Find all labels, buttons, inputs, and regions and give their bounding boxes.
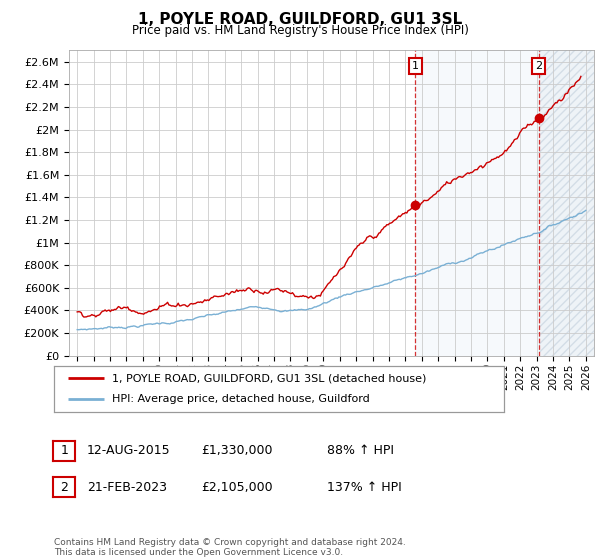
Text: HPI: Average price, detached house, Guildford: HPI: Average price, detached house, Guil…	[113, 394, 370, 404]
Text: 1, POYLE ROAD, GUILDFORD, GU1 3SL: 1, POYLE ROAD, GUILDFORD, GU1 3SL	[138, 12, 462, 27]
Text: 21-FEB-2023: 21-FEB-2023	[87, 480, 167, 494]
Text: 137% ↑ HPI: 137% ↑ HPI	[327, 480, 402, 494]
Text: 1: 1	[60, 444, 68, 458]
Text: 12-AUG-2015: 12-AUG-2015	[87, 444, 170, 458]
Bar	[539, 50, 594, 356]
Text: 1, POYLE ROAD, GUILDFORD, GU1 3SL (detached house): 1, POYLE ROAD, GUILDFORD, GU1 3SL (detac…	[113, 373, 427, 383]
Text: Price paid vs. HM Land Registry's House Price Index (HPI): Price paid vs. HM Land Registry's House …	[131, 24, 469, 36]
Bar	[415, 50, 539, 356]
Text: £1,330,000: £1,330,000	[201, 444, 272, 458]
Text: 2: 2	[60, 480, 68, 494]
Text: 88% ↑ HPI: 88% ↑ HPI	[327, 444, 394, 458]
Text: Contains HM Land Registry data © Crown copyright and database right 2024.
This d: Contains HM Land Registry data © Crown c…	[54, 538, 406, 557]
Text: 1: 1	[412, 61, 419, 71]
Text: £2,105,000: £2,105,000	[201, 480, 272, 494]
Text: 2: 2	[535, 61, 542, 71]
